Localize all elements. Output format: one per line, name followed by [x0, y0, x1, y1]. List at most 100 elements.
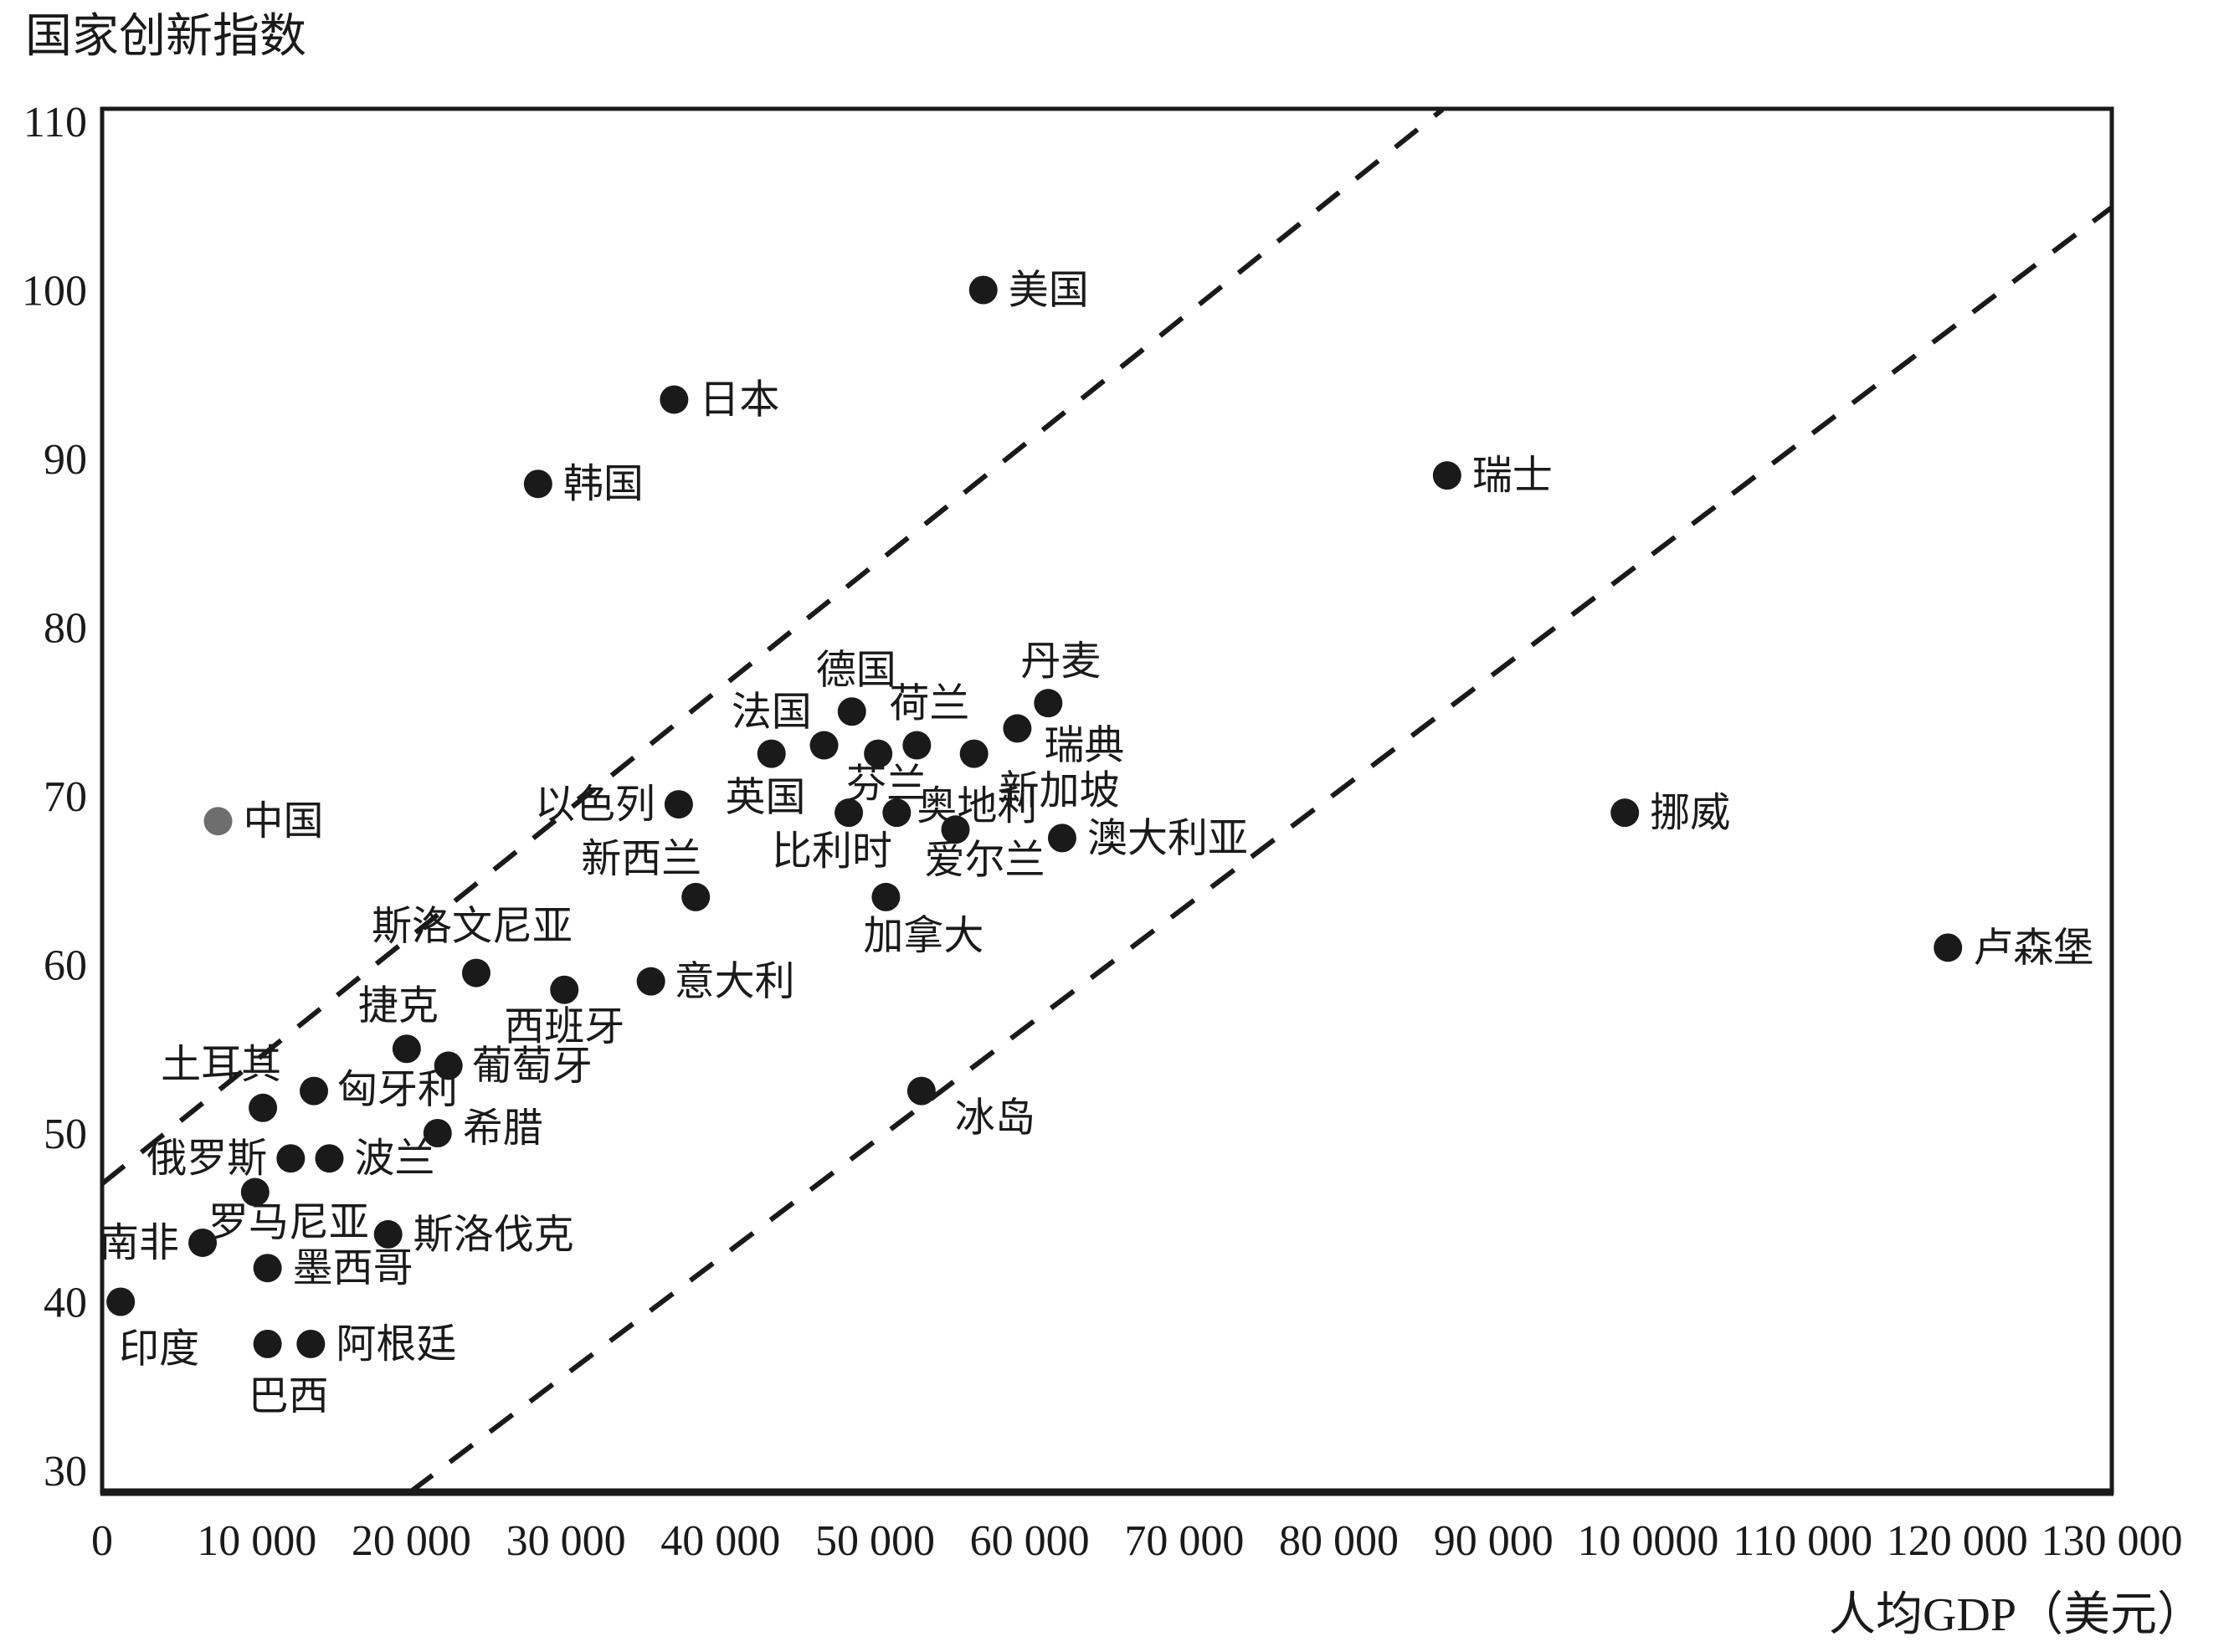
- point-label-美国: 美国: [1009, 269, 1089, 313]
- data-point-德国: 德国: [816, 648, 896, 726]
- data-point-罗马尼亚: 罗马尼亚: [208, 1177, 369, 1245]
- point-label-日本: 日本: [699, 377, 779, 422]
- dot-俄罗斯: [276, 1144, 306, 1173]
- y-tick-label-40: 40: [44, 1280, 87, 1327]
- dot-瑞士: [1432, 461, 1461, 490]
- data-point-美国: 美国: [968, 269, 1089, 313]
- data-point-意大利: 意大利: [636, 960, 795, 1004]
- dot-匈牙利: [300, 1076, 329, 1106]
- data-point-瑞典: 瑞典: [1003, 714, 1124, 767]
- y-tick-label-70: 70: [44, 773, 87, 821]
- dot-波兰: [315, 1144, 344, 1173]
- point-label-荷兰: 荷兰: [889, 682, 969, 726]
- x-tick-label-120000: 120 000: [1887, 1517, 2028, 1565]
- data-point-南非: 南非: [99, 1221, 218, 1265]
- point-label-土耳其: 土耳其: [161, 1043, 281, 1087]
- dot-意大利: [636, 967, 665, 996]
- data-point-新加坡: 新加坡: [959, 739, 1120, 813]
- x-tick-label-80000: 80 000: [1279, 1517, 1399, 1565]
- y-tick-label-100: 100: [22, 268, 87, 316]
- dot-斯洛伐克: [373, 1219, 403, 1249]
- point-label-挪威: 挪威: [1650, 791, 1730, 835]
- x-tick-label-70000: 70 000: [1124, 1517, 1244, 1565]
- point-label-西班牙: 西班牙: [504, 1005, 624, 1049]
- data-point-丹麦: 丹麦: [1020, 639, 1101, 718]
- dot-丹麦: [1034, 689, 1063, 718]
- data-point-阿根廷: 阿根廷: [296, 1322, 456, 1367]
- data-point-日本: 日本: [660, 377, 779, 422]
- y-tick-label-50: 50: [44, 1111, 87, 1158]
- y-axis-title: 国家创新指数: [25, 11, 306, 63]
- plot-frame: [100, 106, 2114, 1496]
- point-label-新加坡: 新加坡: [999, 769, 1120, 813]
- y-tick-label-60: 60: [44, 942, 87, 990]
- data-point-爱尔兰: 爱尔兰: [924, 815, 1045, 882]
- data-point-匈牙利: 匈牙利: [300, 1068, 458, 1112]
- x-tick-label-10000: 10 000: [197, 1517, 316, 1565]
- data-points: 美国日本韩国 瑞士中国 德国 丹麦法国 荷兰瑞典新加坡 英国 芬兰 以色列 奥地利比利时 爱尔兰澳…: [99, 269, 2093, 1419]
- dot-墨西哥: [253, 1254, 282, 1283]
- data-point-卢森堡: 卢森堡: [1934, 926, 2093, 970]
- x-tick-label-0: 0: [91, 1517, 113, 1565]
- dot-西班牙: [550, 975, 579, 1004]
- point-label-匈牙利: 匈牙利: [337, 1068, 458, 1112]
- data-point-英国: 英国: [726, 731, 839, 820]
- x-tick-label-110000: 110 000: [1733, 1517, 1872, 1565]
- point-label-瑞士: 瑞士: [1472, 454, 1553, 498]
- dot-德国: [837, 697, 866, 726]
- point-label-斯洛文尼亚: 斯洛文尼亚: [372, 905, 573, 949]
- dot-巴西: [253, 1329, 282, 1358]
- point-label-英国: 英国: [726, 776, 806, 820]
- dot-卢森堡: [1934, 933, 1963, 962]
- point-label-芬兰: 芬兰: [846, 762, 927, 807]
- dot-爱尔兰: [941, 815, 970, 844]
- dot-韩国: [523, 469, 552, 499]
- dot-新加坡: [959, 739, 989, 768]
- point-label-冰岛: 冰岛: [955, 1096, 1035, 1141]
- y-tick-label-90: 90: [44, 436, 87, 484]
- data-point-比利时: 比利时: [772, 798, 892, 874]
- data-point-挪威: 挪威: [1610, 791, 1730, 835]
- dot-葡萄牙: [434, 1051, 463, 1080]
- data-point-瑞士: 瑞士: [1432, 454, 1553, 498]
- point-label-德国: 德国: [816, 648, 896, 692]
- dot-荷兰: [902, 731, 932, 760]
- data-point-斯洛伐克: 斯洛伐克: [373, 1213, 574, 1257]
- x-tick-label-100000: 10 0000: [1577, 1517, 1718, 1565]
- data-point-新西兰: 新西兰: [581, 837, 711, 911]
- x-tick-label-40000: 40 000: [660, 1517, 780, 1565]
- y-tick-label-30: 30: [44, 1448, 87, 1496]
- data-point-西班牙: 西班牙: [504, 975, 624, 1049]
- point-label-葡萄牙: 葡萄牙: [472, 1044, 593, 1088]
- point-label-新西兰: 新西兰: [581, 837, 701, 881]
- dot-冰岛: [906, 1076, 936, 1106]
- data-point-芬兰: 芬兰: [846, 739, 927, 807]
- point-label-加拿大: 加拿大: [863, 914, 984, 958]
- dot-捷克: [392, 1034, 421, 1064]
- x-tick-label-60000: 60 000: [970, 1517, 1090, 1565]
- point-label-波兰: 波兰: [354, 1136, 434, 1181]
- point-label-捷克: 捷克: [358, 983, 439, 1028]
- dot-奥地利: [882, 798, 912, 828]
- point-label-希腊: 希腊: [463, 1106, 543, 1151]
- x-tick-label-90000: 90 000: [1434, 1517, 1554, 1565]
- x-axis-title: 人均GDP（美元）: [1829, 1589, 2204, 1641]
- dot-斯洛文尼亚: [461, 958, 490, 988]
- point-label-瑞典: 瑞典: [1044, 723, 1124, 767]
- point-label-韩国: 韩国: [563, 462, 644, 506]
- data-point-墨西哥: 墨西哥: [253, 1246, 413, 1290]
- dot-澳大利亚: [1047, 823, 1076, 853]
- point-label-卢森堡: 卢森堡: [1973, 926, 2093, 970]
- data-point-印度: 印度: [106, 1287, 199, 1372]
- data-point-希腊: 希腊: [423, 1106, 543, 1151]
- data-point-巴西: 巴西: [249, 1329, 329, 1419]
- point-label-南非: 南非: [99, 1221, 179, 1265]
- data-point-土耳其: 土耳其: [161, 1043, 281, 1122]
- data-point-法国: 法国: [732, 690, 812, 768]
- y-tick-label-80: 80: [44, 605, 87, 653]
- x-tick-label-50000: 50 000: [815, 1517, 935, 1565]
- x-tick-label-130000: 130 000: [2042, 1517, 2183, 1565]
- x-tick-label-30000: 30 000: [506, 1517, 626, 1565]
- dot-新西兰: [681, 882, 711, 911]
